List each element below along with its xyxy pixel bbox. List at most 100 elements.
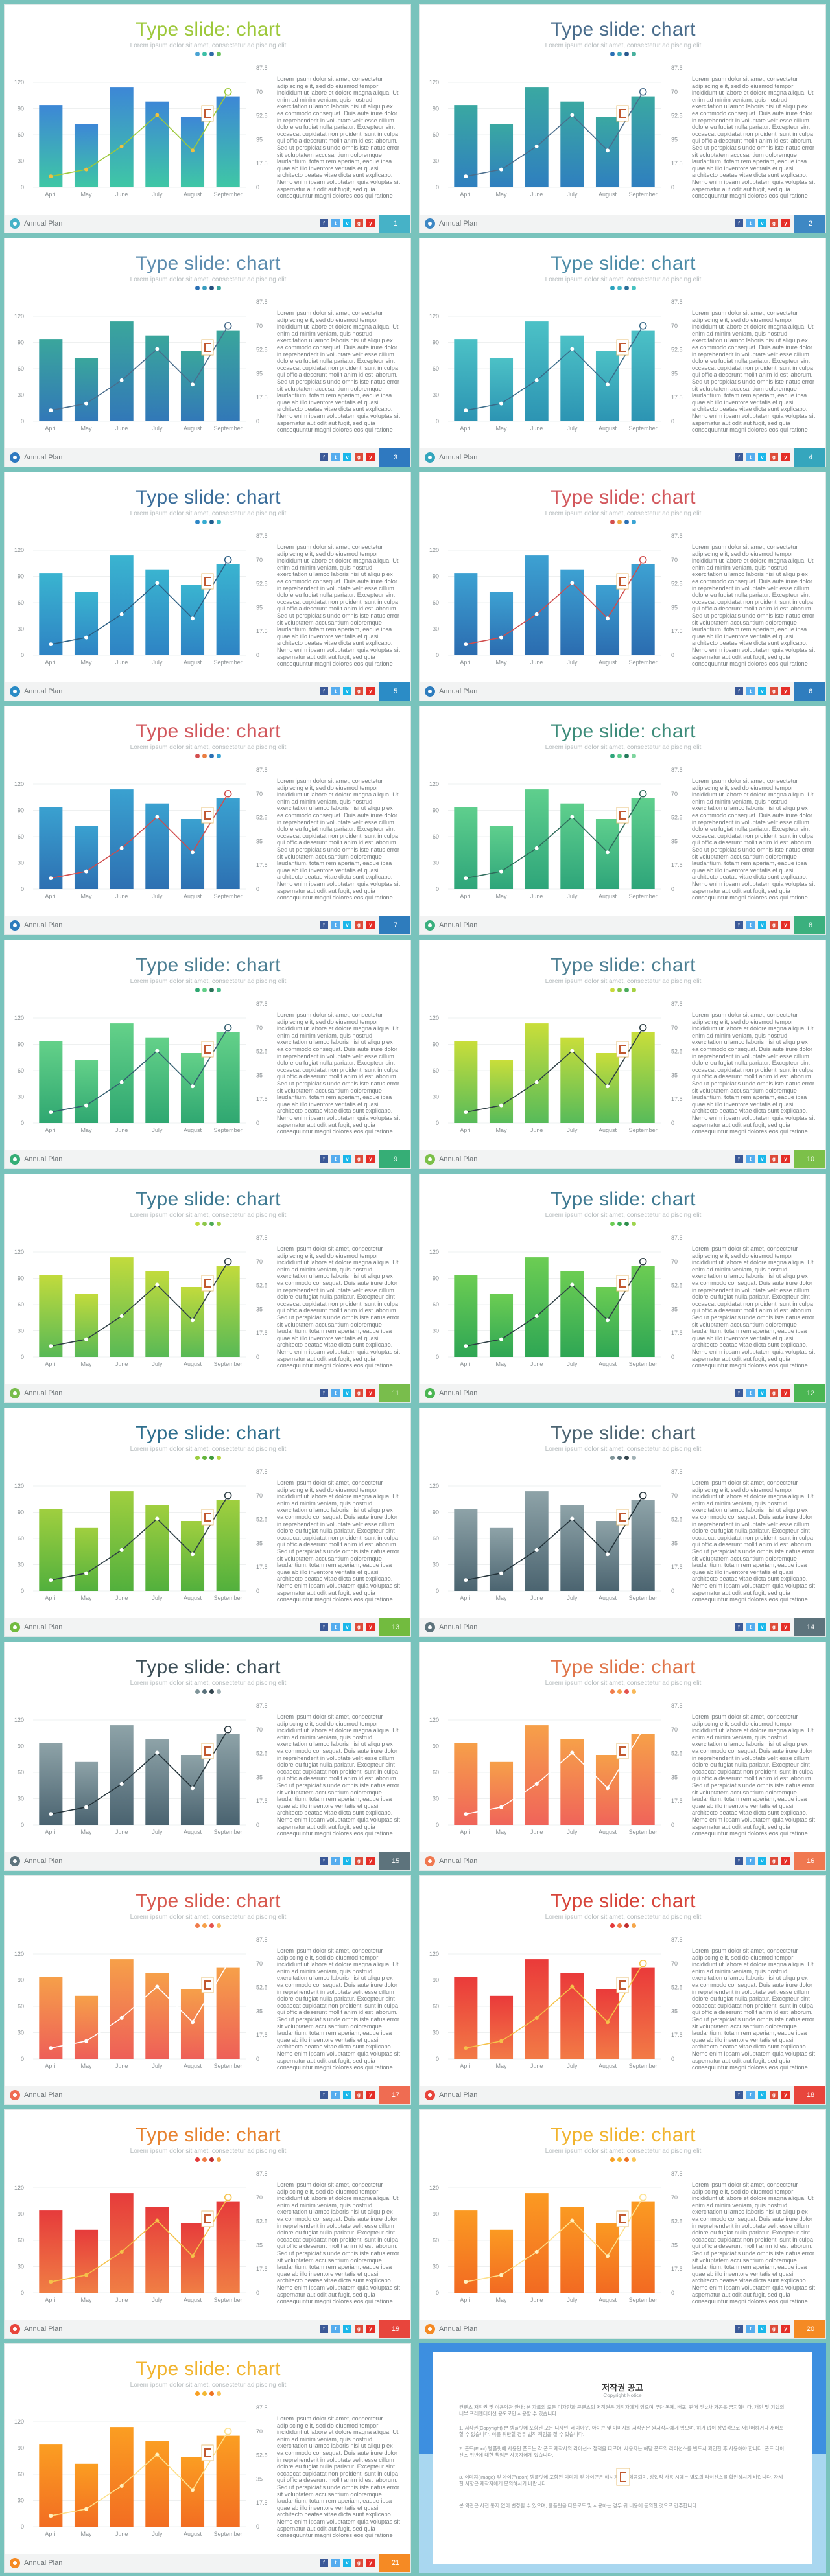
twitter-icon[interactable]: t — [331, 1623, 340, 1631]
facebook-icon[interactable]: f — [735, 1155, 743, 1163]
slide-thumbnail[interactable]: Type slide: chart Lorem ipsum dolor sit a… — [4, 2109, 411, 2339]
facebook-icon[interactable]: f — [320, 2325, 328, 2333]
vimeo-icon[interactable]: v — [343, 921, 351, 929]
facebook-icon[interactable]: f — [735, 921, 743, 929]
slide-thumbnail[interactable]: Type slide: chart Lorem ipsum dolor sit a… — [4, 1875, 411, 2105]
google-icon[interactable]: g — [355, 1389, 363, 1397]
facebook-icon[interactable]: f — [735, 1857, 743, 1865]
vimeo-icon[interactable]: v — [758, 687, 766, 695]
youtube-icon[interactable]: y — [781, 921, 790, 929]
vimeo-icon[interactable]: v — [758, 219, 766, 227]
vimeo-icon[interactable]: v — [758, 2091, 766, 2099]
slide-thumbnail[interactable]: Type slide: chart Lorem ipsum dolor sit a… — [419, 4, 826, 233]
google-icon[interactable]: g — [355, 921, 363, 929]
vimeo-icon[interactable]: v — [758, 921, 766, 929]
vimeo-icon[interactable]: v — [343, 453, 351, 461]
slide-thumbnail[interactable]: Type slide: chart Lorem ipsum dolor sit a… — [4, 238, 411, 467]
twitter-icon[interactable]: t — [331, 1389, 340, 1397]
slide-thumbnail[interactable]: Type slide: chart Lorem ipsum dolor sit a… — [4, 1174, 411, 1403]
slide-thumbnail[interactable]: Type slide: chart Lorem ipsum dolor sit a… — [419, 1642, 826, 1871]
vimeo-icon[interactable]: v — [343, 219, 351, 227]
twitter-icon[interactable]: t — [331, 2559, 340, 2567]
twitter-icon[interactable]: t — [746, 453, 755, 461]
twitter-icon[interactable]: t — [746, 1623, 755, 1631]
google-icon[interactable]: g — [770, 219, 778, 227]
google-icon[interactable]: g — [355, 2325, 363, 2333]
twitter-icon[interactable]: t — [746, 687, 755, 695]
vimeo-icon[interactable]: v — [343, 2091, 351, 2099]
google-icon[interactable]: g — [355, 1155, 363, 1163]
google-icon[interactable]: g — [355, 687, 363, 695]
youtube-icon[interactable]: y — [781, 1857, 790, 1865]
google-icon[interactable]: g — [770, 687, 778, 695]
slide-thumbnail[interactable]: Type slide: chart Lorem ipsum dolor sit a… — [4, 1408, 411, 1637]
twitter-icon[interactable]: t — [746, 1155, 755, 1163]
facebook-icon[interactable]: f — [320, 921, 328, 929]
slide-thumbnail[interactable]: Type slide: chart Lorem ipsum dolor sit a… — [419, 238, 826, 467]
slide-thumbnail[interactable]: Type slide: chart Lorem ipsum dolor sit a… — [4, 1642, 411, 1871]
vimeo-icon[interactable]: v — [343, 1155, 351, 1163]
google-icon[interactable]: g — [770, 1155, 778, 1163]
twitter-icon[interactable]: t — [331, 1857, 340, 1865]
facebook-icon[interactable]: f — [320, 1623, 328, 1631]
facebook-icon[interactable]: f — [735, 1389, 743, 1397]
google-icon[interactable]: g — [355, 2091, 363, 2099]
slide-thumbnail[interactable]: Type slide: chart Lorem ipsum dolor sit a… — [419, 472, 826, 701]
youtube-icon[interactable]: y — [366, 687, 375, 695]
facebook-icon[interactable]: f — [735, 2091, 743, 2099]
google-icon[interactable]: g — [770, 1389, 778, 1397]
google-icon[interactable]: g — [355, 2559, 363, 2567]
twitter-icon[interactable]: t — [331, 687, 340, 695]
facebook-icon[interactable]: f — [320, 2091, 328, 2099]
youtube-icon[interactable]: y — [781, 2325, 790, 2333]
twitter-icon[interactable]: t — [746, 1389, 755, 1397]
youtube-icon[interactable]: y — [781, 2091, 790, 2099]
google-icon[interactable]: g — [355, 219, 363, 227]
slide-thumbnail[interactable]: Type slide: chart Lorem ipsum dolor sit a… — [419, 2109, 826, 2339]
youtube-icon[interactable]: y — [366, 1623, 375, 1631]
youtube-icon[interactable]: y — [781, 1623, 790, 1631]
twitter-icon[interactable]: t — [331, 1155, 340, 1163]
google-icon[interactable]: g — [355, 1623, 363, 1631]
youtube-icon[interactable]: y — [366, 453, 375, 461]
youtube-icon[interactable]: y — [781, 1389, 790, 1397]
vimeo-icon[interactable]: v — [758, 1623, 766, 1631]
google-icon[interactable]: g — [355, 453, 363, 461]
vimeo-icon[interactable]: v — [758, 2325, 766, 2333]
youtube-icon[interactable]: y — [366, 2325, 375, 2333]
slide-thumbnail[interactable]: Type slide: chart Lorem ipsum dolor sit a… — [419, 1174, 826, 1403]
vimeo-icon[interactable]: v — [343, 687, 351, 695]
google-icon[interactable]: g — [770, 2325, 778, 2333]
youtube-icon[interactable]: y — [781, 687, 790, 695]
youtube-icon[interactable]: y — [366, 219, 375, 227]
facebook-icon[interactable]: f — [320, 1857, 328, 1865]
twitter-icon[interactable]: t — [331, 2325, 340, 2333]
google-icon[interactable]: g — [770, 2091, 778, 2099]
youtube-icon[interactable]: y — [781, 453, 790, 461]
vimeo-icon[interactable]: v — [343, 1623, 351, 1631]
vimeo-icon[interactable]: v — [343, 2325, 351, 2333]
twitter-icon[interactable]: t — [746, 921, 755, 929]
vimeo-icon[interactable]: v — [758, 453, 766, 461]
facebook-icon[interactable]: f — [320, 2559, 328, 2567]
twitter-icon[interactable]: t — [331, 2091, 340, 2099]
slide-thumbnail[interactable]: Type slide: chart Lorem ipsum dolor sit a… — [4, 940, 411, 1169]
slide-thumbnail[interactable]: Type slide: chart Lorem ipsum dolor sit a… — [419, 1875, 826, 2105]
slide-thumbnail[interactable]: Type slide: chart Lorem ipsum dolor sit a… — [419, 940, 826, 1169]
facebook-icon[interactable]: f — [320, 219, 328, 227]
youtube-icon[interactable]: y — [366, 1389, 375, 1397]
vimeo-icon[interactable]: v — [343, 1857, 351, 1865]
vimeo-icon[interactable]: v — [758, 1389, 766, 1397]
twitter-icon[interactable]: t — [746, 2091, 755, 2099]
twitter-icon[interactable]: t — [746, 219, 755, 227]
vimeo-icon[interactable]: v — [343, 2559, 351, 2567]
twitter-icon[interactable]: t — [746, 1857, 755, 1865]
vimeo-icon[interactable]: v — [343, 1389, 351, 1397]
youtube-icon[interactable]: y — [366, 2091, 375, 2099]
google-icon[interactable]: g — [770, 921, 778, 929]
twitter-icon[interactable]: t — [746, 2325, 755, 2333]
twitter-icon[interactable]: t — [331, 219, 340, 227]
vimeo-icon[interactable]: v — [758, 1155, 766, 1163]
facebook-icon[interactable]: f — [735, 453, 743, 461]
facebook-icon[interactable]: f — [320, 1155, 328, 1163]
